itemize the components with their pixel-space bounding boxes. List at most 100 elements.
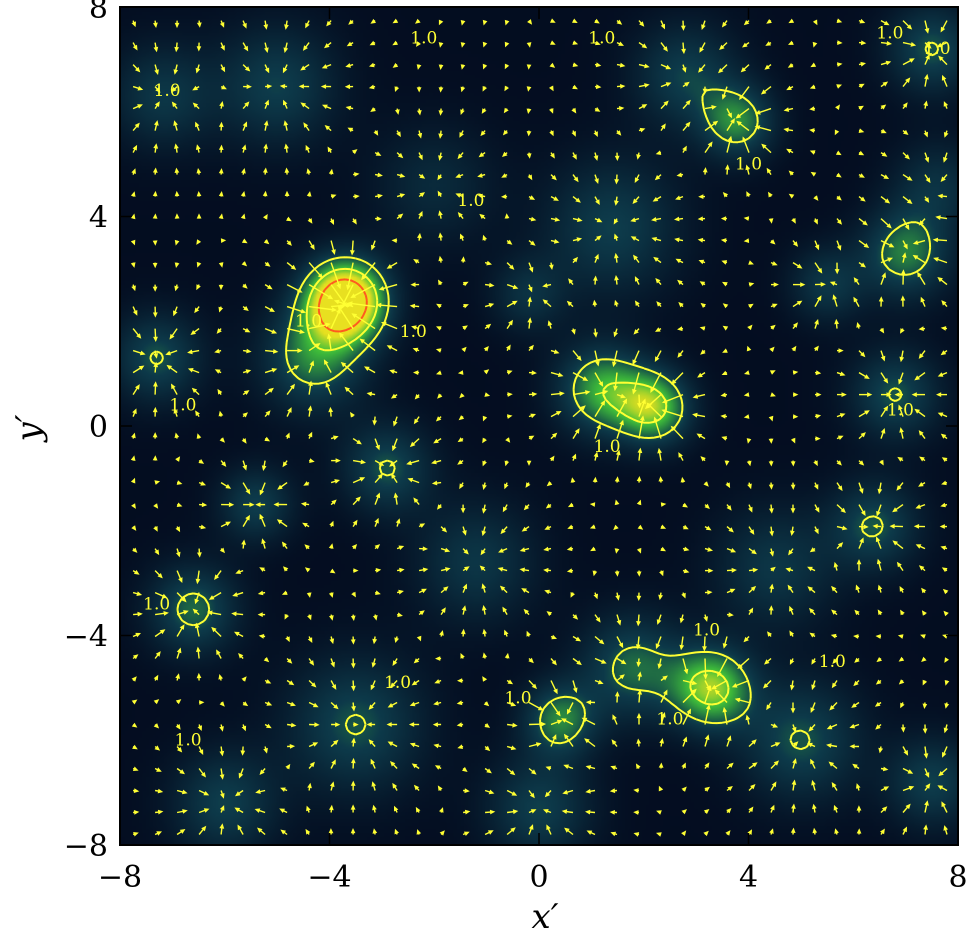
velocity-arrowhead <box>259 489 265 496</box>
velocity-arrowhead <box>196 261 202 268</box>
velocity-arrowhead <box>721 436 727 441</box>
velocity-arrowhead <box>633 832 640 837</box>
velocity-arrowhead <box>191 387 198 393</box>
velocity-arrowhead <box>742 42 748 48</box>
velocity-arrowhead <box>702 167 708 173</box>
velocity-arrowhead <box>790 461 796 467</box>
velocity-arrowhead <box>633 254 638 261</box>
velocity-arrowhead <box>245 488 251 495</box>
velocity-arrowhead <box>595 199 600 205</box>
velocity-arrowhead <box>774 742 781 747</box>
velocity-arrowhead <box>728 527 734 533</box>
velocity-arrowhead <box>834 269 840 275</box>
velocity-arrowhead <box>750 784 756 790</box>
velocity-arrowhead <box>858 150 865 156</box>
velocity-arrowhead <box>510 827 516 833</box>
velocity-arrowhead <box>131 285 136 292</box>
velocity-arrowhead <box>682 145 687 152</box>
velocity-arrowhead <box>773 282 779 287</box>
contour-label: 1.0 <box>154 81 181 101</box>
velocity-arrowhead <box>567 524 574 530</box>
velocity-arrowhead <box>457 370 464 375</box>
velocity-arrowhead <box>434 765 441 770</box>
velocity-arrowhead <box>553 239 560 244</box>
velocity-arrowhead <box>196 213 202 219</box>
velocity-arrowhead <box>858 105 864 111</box>
velocity-arrowhead <box>320 84 327 89</box>
velocity-arrowhead <box>306 168 312 174</box>
velocity-arrowhead <box>940 545 947 551</box>
velocity-arrowhead <box>937 372 944 377</box>
velocity-arrowhead <box>826 743 832 748</box>
velocity-arrowhead <box>783 127 789 133</box>
velocity-arrow <box>330 309 341 329</box>
velocity-arrowhead <box>751 739 757 745</box>
velocity-arrowhead <box>307 218 313 224</box>
velocity-arrowhead <box>246 84 252 89</box>
velocity-arrowhead <box>484 392 491 397</box>
velocity-arrowhead <box>376 302 382 308</box>
velocity-arrowhead <box>906 176 913 181</box>
velocity-arrowhead <box>543 809 549 814</box>
velocity-arrowhead <box>242 22 247 29</box>
velocity-arrowhead <box>577 217 583 222</box>
velocity-arrowhead <box>485 323 492 329</box>
velocity-arrowhead <box>460 86 466 93</box>
velocity-arrowhead <box>241 168 246 174</box>
velocity-arrowhead <box>307 431 313 438</box>
velocity-arrowhead <box>594 107 601 112</box>
velocity-arrowhead <box>219 547 225 554</box>
velocity-arrowhead <box>918 430 924 436</box>
velocity-arrowhead <box>351 591 356 598</box>
velocity-arrowhead <box>912 254 919 260</box>
velocity-arrowhead <box>615 595 620 601</box>
velocity-arrowhead <box>922 703 928 709</box>
velocity-arrowhead <box>259 567 265 572</box>
velocity-arrowhead <box>730 548 737 553</box>
velocity-arrowhead <box>391 238 397 243</box>
velocity-arrowhead <box>909 58 915 63</box>
velocity-arrowhead <box>460 508 466 514</box>
velocity-arrowhead <box>482 460 487 467</box>
velocity-arrowhead <box>809 106 815 112</box>
velocity-arrowhead <box>419 523 426 528</box>
velocity-arrowhead <box>809 607 815 614</box>
velocity-arrowhead <box>169 333 175 340</box>
velocity-arrowhead <box>153 22 158 28</box>
velocity-arrowhead <box>263 120 269 126</box>
velocity-arrowhead <box>876 657 882 663</box>
velocity-arrowhead <box>154 549 160 556</box>
velocity-arrowhead <box>531 683 537 690</box>
velocity-arrowhead <box>685 121 691 128</box>
velocity-arrowhead <box>234 631 240 637</box>
velocity-arrowhead <box>595 40 601 46</box>
velocity-arrow <box>340 284 354 309</box>
velocity-arrowhead <box>896 561 902 568</box>
velocity-arrowhead <box>243 390 250 395</box>
velocity-arrowhead <box>462 766 468 772</box>
velocity-arrow <box>308 323 329 330</box>
velocity-arrowhead <box>833 561 839 568</box>
velocity-arrowhead <box>787 63 794 68</box>
velocity-arrowhead <box>722 281 728 287</box>
velocity-arrowhead <box>699 281 706 286</box>
velocity-arrowhead <box>658 594 663 601</box>
velocity-arrowhead <box>262 190 268 197</box>
velocity-arrowhead <box>273 502 279 507</box>
velocity-arrowhead <box>225 521 231 527</box>
velocity-arrowhead <box>829 281 836 286</box>
velocity-arrowhead <box>650 387 655 393</box>
velocity-arrowhead <box>528 435 535 441</box>
velocity-arrowhead <box>171 383 176 390</box>
velocity-arrowhead <box>917 271 922 278</box>
velocity-arrowhead <box>176 647 182 654</box>
velocity-arrowhead <box>414 394 420 400</box>
velocity-arrowhead <box>561 718 567 723</box>
velocity-arrowhead <box>633 329 639 335</box>
velocity-arrowhead <box>482 19 488 26</box>
velocity-arrowhead <box>836 18 843 23</box>
velocity-arrowhead <box>271 368 278 373</box>
velocity-arrowhead <box>371 662 377 668</box>
velocity-arrowhead <box>462 583 467 590</box>
velocity-arrowhead <box>815 436 821 441</box>
